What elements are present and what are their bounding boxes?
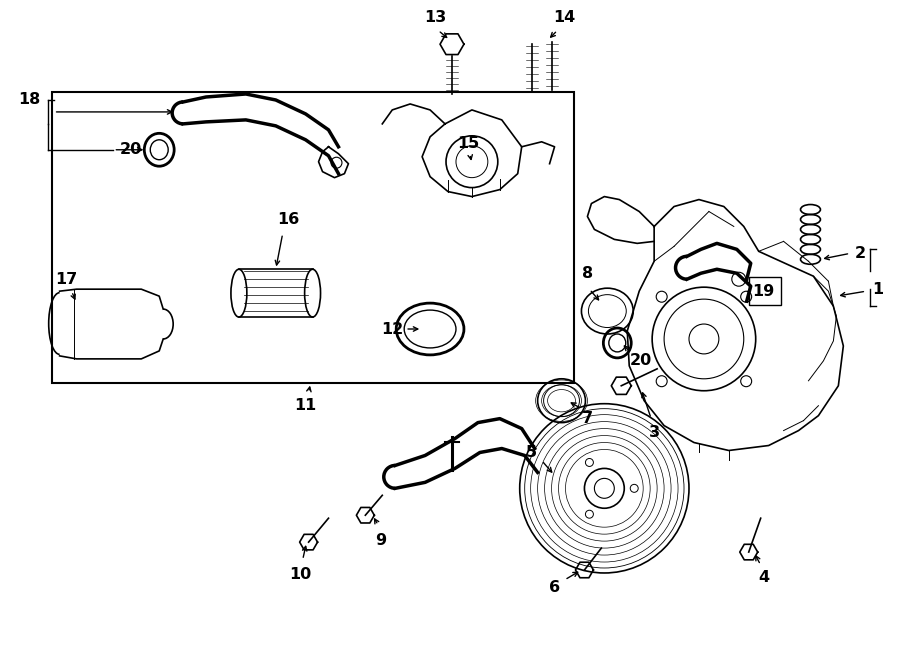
Text: 11: 11 xyxy=(294,398,317,413)
Circle shape xyxy=(331,157,342,168)
Text: 20: 20 xyxy=(630,354,652,368)
Text: 1: 1 xyxy=(873,282,884,297)
Text: 5: 5 xyxy=(526,445,537,460)
Text: 9: 9 xyxy=(374,533,386,547)
Circle shape xyxy=(656,292,667,302)
Text: 10: 10 xyxy=(290,567,311,582)
Text: 19: 19 xyxy=(752,284,775,299)
Circle shape xyxy=(732,272,746,286)
Text: 17: 17 xyxy=(56,272,77,287)
Text: 15: 15 xyxy=(457,136,479,151)
Text: 14: 14 xyxy=(554,10,576,25)
Text: 3: 3 xyxy=(649,425,660,440)
Text: 16: 16 xyxy=(277,212,300,227)
Text: 12: 12 xyxy=(381,321,403,336)
Text: 4: 4 xyxy=(758,570,770,586)
Circle shape xyxy=(585,459,593,467)
Text: 18: 18 xyxy=(19,93,40,108)
Circle shape xyxy=(741,292,751,302)
Text: 6: 6 xyxy=(549,580,560,596)
Bar xyxy=(51,92,574,383)
Text: 13: 13 xyxy=(424,10,446,25)
Circle shape xyxy=(741,375,751,387)
Circle shape xyxy=(656,375,667,387)
Text: 8: 8 xyxy=(582,266,593,281)
Circle shape xyxy=(630,485,638,492)
Circle shape xyxy=(585,510,593,518)
Bar xyxy=(749,277,780,305)
Text: 20: 20 xyxy=(121,142,142,157)
Text: 7: 7 xyxy=(582,411,593,426)
Text: 2: 2 xyxy=(855,246,866,261)
